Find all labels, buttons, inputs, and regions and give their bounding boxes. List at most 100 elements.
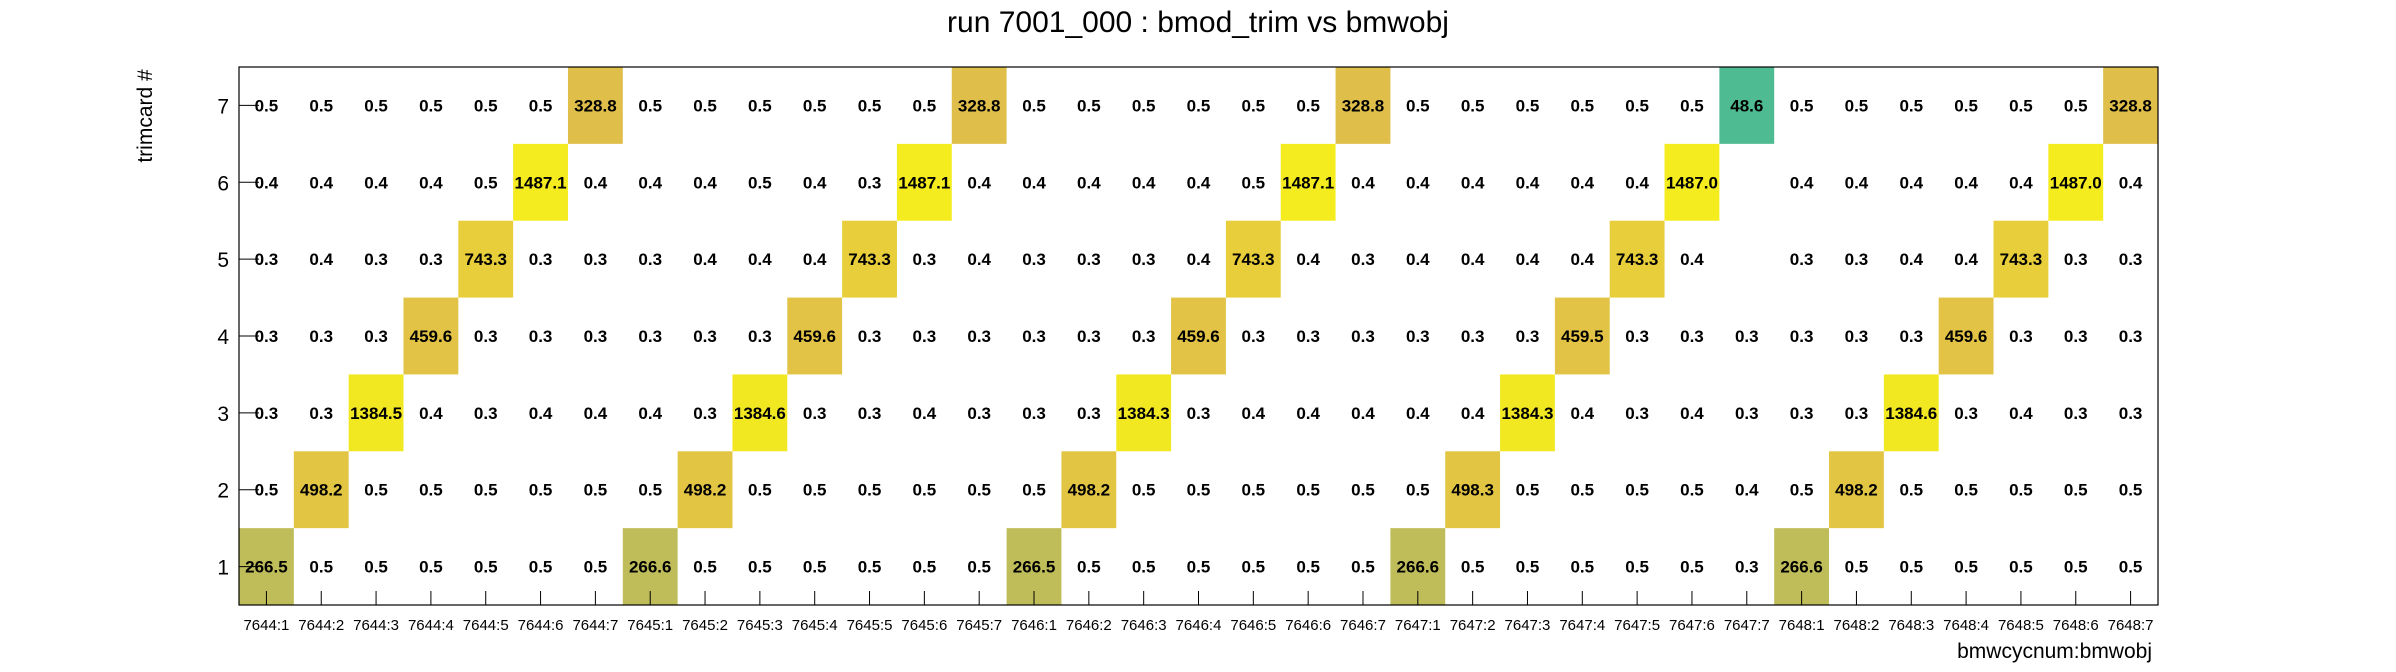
cell-value-label: 0.3 bbox=[1187, 404, 1211, 423]
cell-value-label: 0.5 bbox=[858, 558, 882, 577]
cell-value-label: 328.8 bbox=[1342, 96, 1385, 115]
cell-value-label: 0.3 bbox=[1735, 558, 1759, 577]
cell-value-label: 0.3 bbox=[2064, 250, 2088, 269]
cell-value-label: 0.3 bbox=[858, 404, 882, 423]
cell-value-label: 0.4 bbox=[638, 404, 662, 423]
cell-value-label: 0.4 bbox=[309, 173, 333, 192]
cell-value-label: 0.4 bbox=[1680, 404, 1704, 423]
cell-value-label: 459.6 bbox=[410, 327, 453, 346]
cell-value-label: 0.3 bbox=[2119, 250, 2143, 269]
cell-value-label: 0.4 bbox=[1132, 173, 1156, 192]
cell-value-label: 498.2 bbox=[300, 481, 343, 500]
heatmap-cell bbox=[513, 143, 568, 221]
heatmap-cell bbox=[293, 451, 349, 529]
cell-value-label: 0.5 bbox=[803, 558, 827, 577]
cell-value-label: 0.5 bbox=[803, 96, 827, 115]
cell-value-label: 0.3 bbox=[1845, 327, 1869, 346]
cell-value-label: 0.3 bbox=[1680, 327, 1704, 346]
cell-value-label: 328.8 bbox=[958, 96, 1001, 115]
x-tick-label: 7646:2 bbox=[1066, 617, 1112, 634]
cell-value-label: 0.3 bbox=[309, 327, 333, 346]
cell-value-label: 0.5 bbox=[748, 173, 772, 192]
cell-value-label: 0.3 bbox=[1954, 404, 1978, 423]
cell-value-label: 0.5 bbox=[748, 558, 772, 577]
cell-value-label: 1384.5 bbox=[350, 404, 402, 423]
cell-value-label: 0.4 bbox=[2119, 173, 2143, 192]
heatmap-cell bbox=[1993, 220, 2049, 298]
cell-value-label: 0.3 bbox=[1790, 327, 1814, 346]
cell-value-label: 0.4 bbox=[1187, 173, 1211, 192]
x-tick-label: 7647:3 bbox=[1505, 617, 1551, 634]
heatmap-cell bbox=[1171, 297, 1226, 375]
cell-value-label: 0.4 bbox=[1790, 173, 1814, 192]
cell-value-label: 0.4 bbox=[1461, 404, 1485, 423]
cell-value-label: 0.4 bbox=[748, 250, 772, 269]
cell-value-label: 0.3 bbox=[255, 404, 279, 423]
cell-value-label: 498.2 bbox=[1835, 481, 1878, 500]
cell-value-label: 0.3 bbox=[1516, 327, 1540, 346]
heatmap-cell bbox=[1609, 220, 1665, 298]
cell-value-label: 0.5 bbox=[1899, 558, 1923, 577]
cell-value-label: 0.5 bbox=[2064, 96, 2088, 115]
cell-value-label: 0.5 bbox=[2009, 558, 2033, 577]
cell-value-label: 0.3 bbox=[1845, 250, 1869, 269]
cell-value-label: 0.3 bbox=[309, 404, 333, 423]
y-tick-label: 3 bbox=[217, 403, 229, 426]
cell-value-label: 0.3 bbox=[1242, 327, 1266, 346]
x-tick-label: 7647:2 bbox=[1450, 617, 1496, 634]
cell-value-label: 0.5 bbox=[1296, 96, 1320, 115]
cell-value-label: 0.4 bbox=[584, 404, 608, 423]
x-tick-label: 7646:7 bbox=[1340, 617, 1386, 634]
heatmap-cell bbox=[1719, 67, 1775, 144]
cell-value-label: 743.3 bbox=[1616, 250, 1659, 269]
cell-value-label: 0.5 bbox=[1077, 96, 1101, 115]
cell-value-label: 0.5 bbox=[1625, 481, 1649, 500]
cell-value-label: 0.3 bbox=[1461, 327, 1485, 346]
cell-value-label: 0.4 bbox=[309, 250, 333, 269]
cell-value-label: 1487.1 bbox=[1282, 173, 1334, 192]
cell-value-label: 0.3 bbox=[1022, 327, 1046, 346]
cell-value-label: 0.3 bbox=[1735, 327, 1759, 346]
heatmap-cell bbox=[1061, 451, 1117, 529]
cell-value-label: 0.5 bbox=[364, 558, 388, 577]
y-tick-label: 7 bbox=[217, 95, 229, 118]
cell-value-label: 0.5 bbox=[1022, 481, 1046, 500]
cell-value-label: 0.4 bbox=[1954, 250, 1978, 269]
cell-value-label: 0.3 bbox=[638, 327, 662, 346]
cell-value-label: 0.5 bbox=[1461, 558, 1485, 577]
cell-value-label: 0.5 bbox=[529, 96, 553, 115]
cell-value-label: 459.6 bbox=[1945, 327, 1988, 346]
cell-value-label: 459.6 bbox=[1177, 327, 1220, 346]
cell-value-label: 0.4 bbox=[2009, 404, 2033, 423]
heatmap-cell bbox=[1554, 297, 1610, 375]
cell-value-label: 0.5 bbox=[1625, 558, 1649, 577]
cell-value-label: 0.5 bbox=[1625, 96, 1649, 115]
x-tick-label: 7645:3 bbox=[737, 617, 783, 634]
heatmap-cell bbox=[1664, 143, 1720, 221]
cell-value-label: 0.3 bbox=[584, 250, 608, 269]
cell-value-label: 0.3 bbox=[858, 173, 882, 192]
x-tick-label: 7646:3 bbox=[1121, 617, 1167, 634]
cell-value-label: 0.4 bbox=[584, 173, 608, 192]
cell-value-label: 0.5 bbox=[1132, 481, 1156, 500]
cell-value-label: 0.5 bbox=[584, 558, 608, 577]
cell-value-label: 0.5 bbox=[364, 481, 388, 500]
cell-value-label: 0.5 bbox=[255, 481, 279, 500]
cell-value-label: 0.5 bbox=[529, 481, 553, 500]
cell-value-label: 0.3 bbox=[913, 250, 937, 269]
cell-value-label: 0.5 bbox=[364, 96, 388, 115]
cell-value-label: 328.8 bbox=[574, 96, 617, 115]
cell-value-label: 1384.6 bbox=[1885, 404, 1937, 423]
cell-value-label: 0.5 bbox=[474, 96, 498, 115]
cell-value-label: 0.5 bbox=[474, 558, 498, 577]
cell-value-label: 0.5 bbox=[1187, 96, 1211, 115]
cell-value-label: 0.5 bbox=[2064, 558, 2088, 577]
x-tick-label: 7647:7 bbox=[1724, 617, 1770, 634]
cell-value-label: 0.3 bbox=[1296, 327, 1320, 346]
cell-value-label: 0.4 bbox=[913, 404, 937, 423]
cell-value-label: 0.3 bbox=[1351, 250, 1375, 269]
cell-value-label: 0.3 bbox=[1406, 327, 1430, 346]
cell-value-label: 0.4 bbox=[1187, 250, 1211, 269]
cell-value-label: 0.4 bbox=[638, 173, 662, 192]
y-tick-label: 4 bbox=[217, 326, 229, 349]
